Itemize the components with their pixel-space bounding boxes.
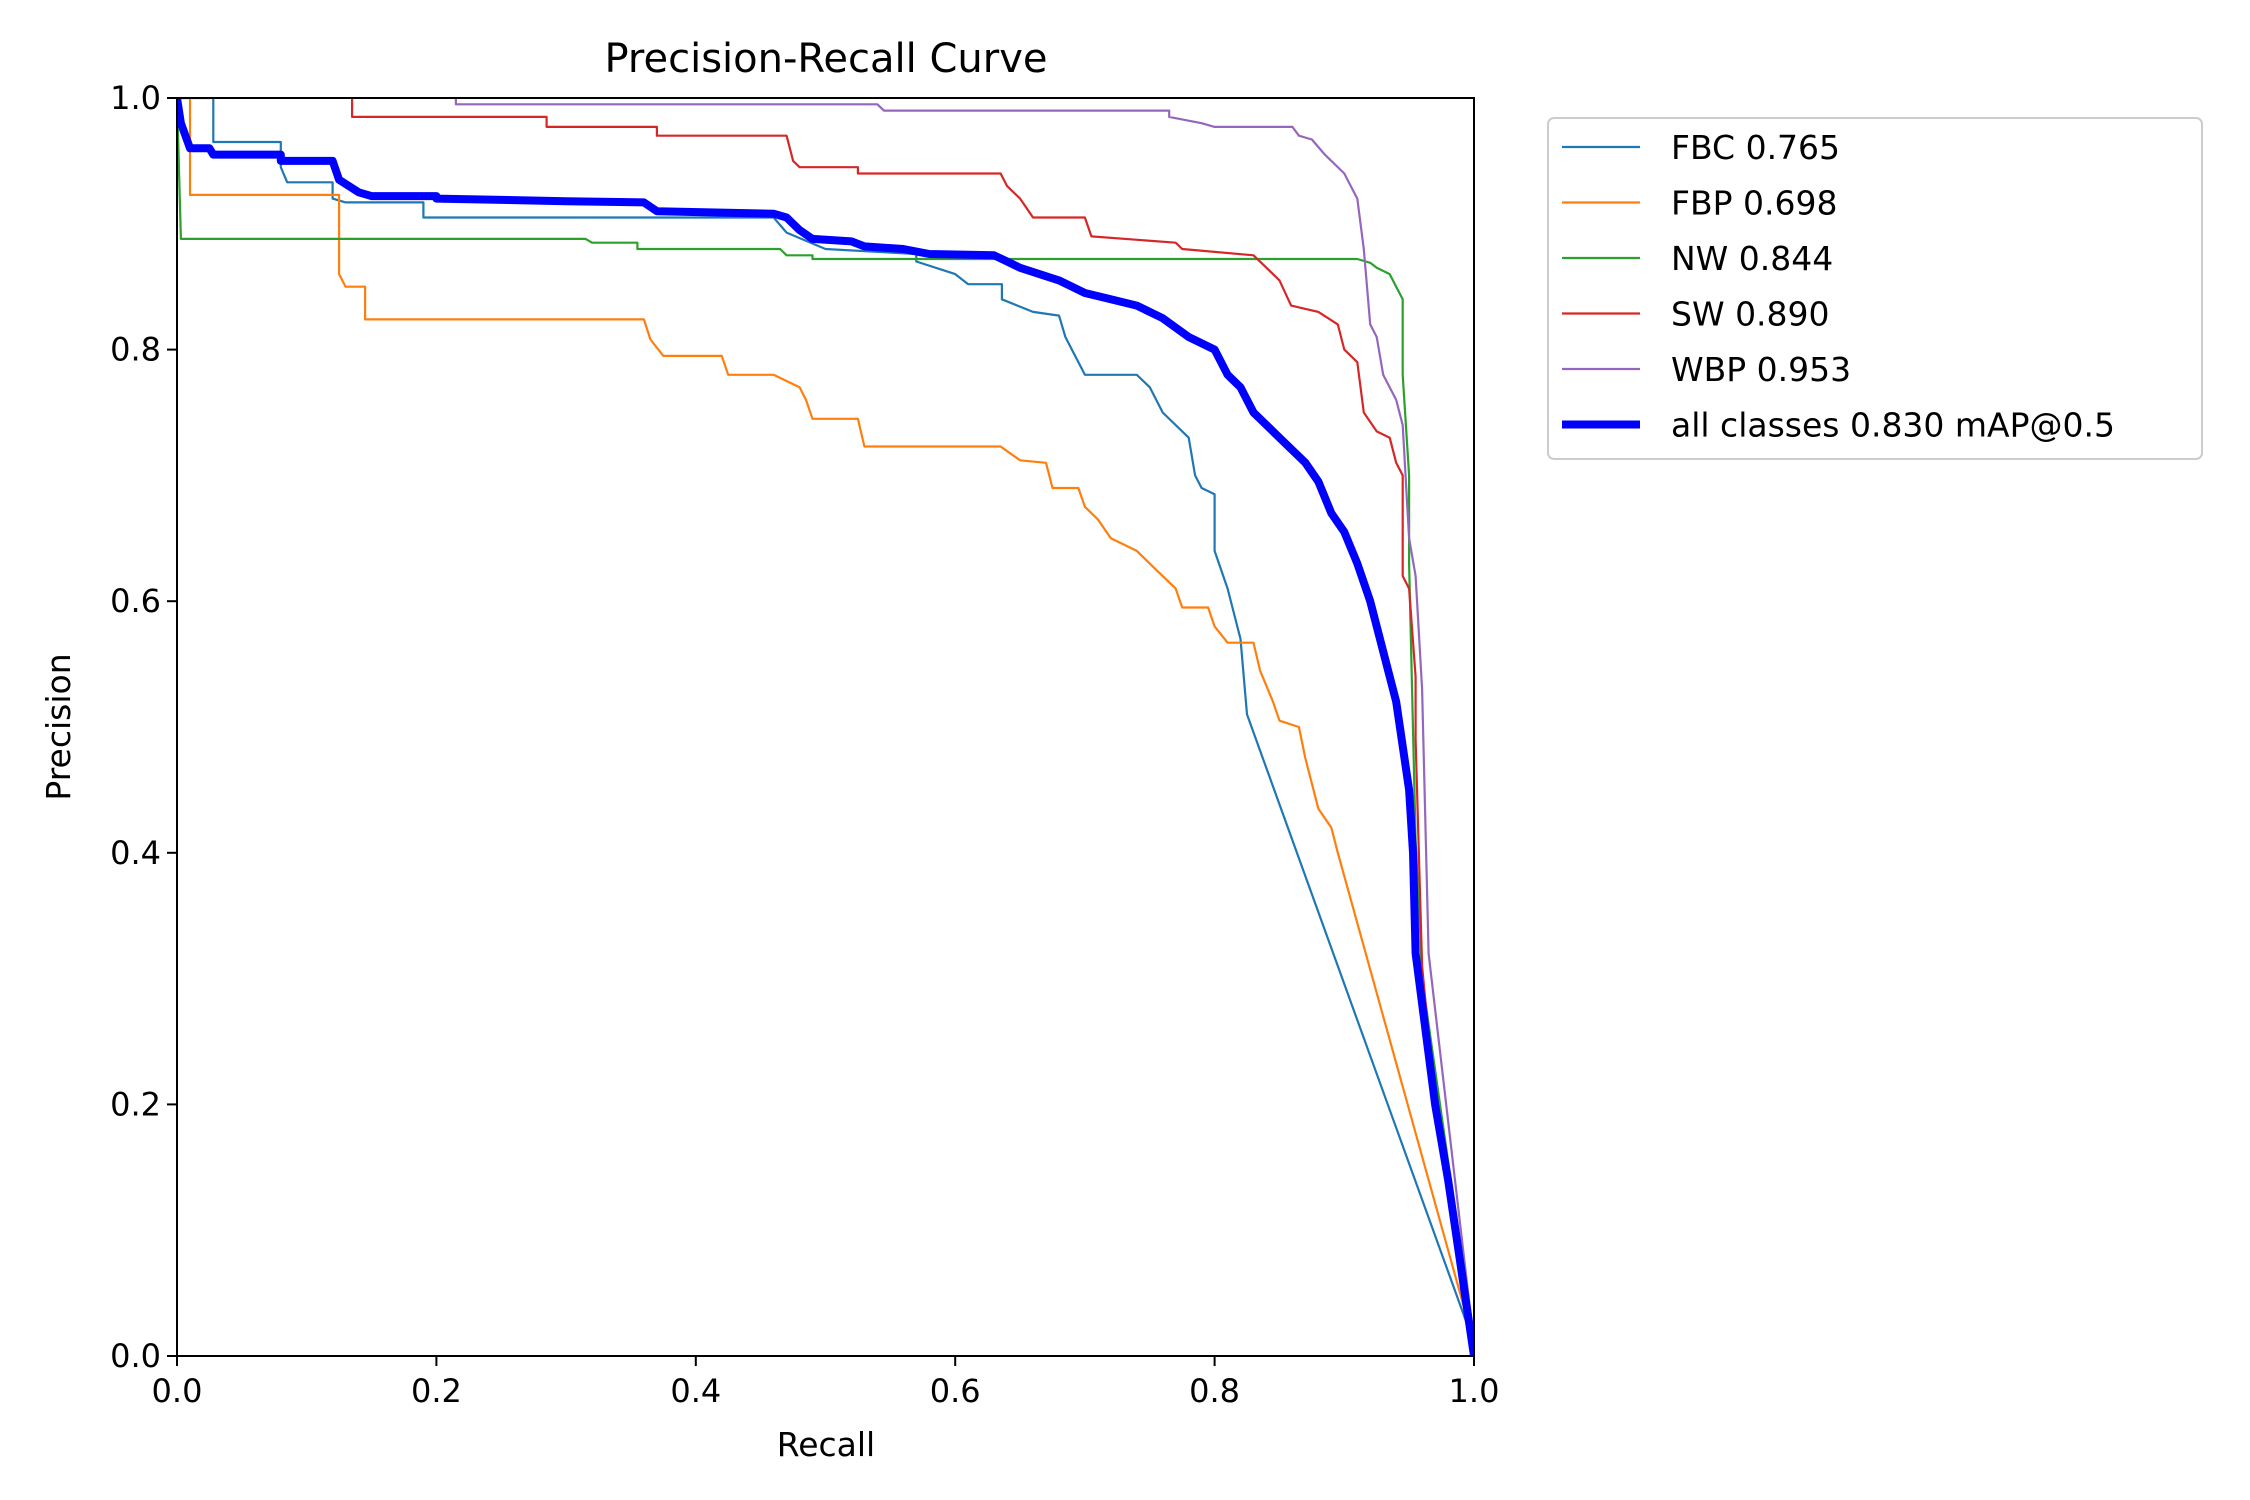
legend-frame (1547, 117, 2203, 460)
x-tick-label: 0.6 (930, 1372, 981, 1410)
axes-frame (176, 97, 1475, 1357)
legend: FBC 0.765 FBP 0.698 NW 0.844 SW 0.890 WBP 0.… (1547, 117, 2203, 460)
y-tick-label: 0.0 (110, 1337, 161, 1375)
x-tick-label: 0.4 (670, 1372, 721, 1410)
series-line-all (177, 98, 1474, 1356)
chart-title: Precision-Recall Curve (605, 36, 1048, 82)
plot-area (177, 98, 1474, 1356)
x-tick-label: 1.0 (1449, 1372, 1500, 1410)
y-tick-label: 0.6 (110, 582, 161, 620)
y-tick-label: 0.2 (110, 1085, 161, 1123)
legend-label-all: all classes 0.830 mAP@0.5 (1671, 406, 2115, 445)
y-tick-label: 0.8 (110, 331, 161, 369)
series-line-fbc (177, 98, 1474, 1344)
series-line-sw (351, 98, 1474, 1344)
y-tick-label: 0.4 (110, 834, 161, 872)
x-axis-label: Recall (777, 1425, 875, 1464)
y-tick-label: 1.0 (110, 79, 161, 117)
legend-label-nw: NW 0.844 (1671, 239, 1833, 278)
legend-label-wbp: WBP 0.953 (1671, 350, 1851, 389)
y-axis: 0.0 0.2 0.4 0.6 0.8 1.0 (110, 79, 177, 1375)
x-tick-label: 0.8 (1189, 1372, 1240, 1410)
y-axis-label: Precision (39, 653, 78, 800)
x-tick-label: 0.2 (411, 1372, 462, 1410)
series-line-nw (177, 98, 1474, 1344)
series-line-wbp (454, 98, 1474, 1344)
series-line-fbp (177, 98, 1474, 1344)
legend-label-fbp: FBP 0.698 (1671, 184, 1837, 223)
x-axis: 0.0 0.2 0.4 0.6 0.8 1.0 (152, 1356, 1500, 1410)
legend-label-fbc: FBC 0.765 (1671, 128, 1840, 167)
x-tick-label: 0.0 (152, 1372, 203, 1410)
legend-label-sw: SW 0.890 (1671, 295, 1830, 334)
